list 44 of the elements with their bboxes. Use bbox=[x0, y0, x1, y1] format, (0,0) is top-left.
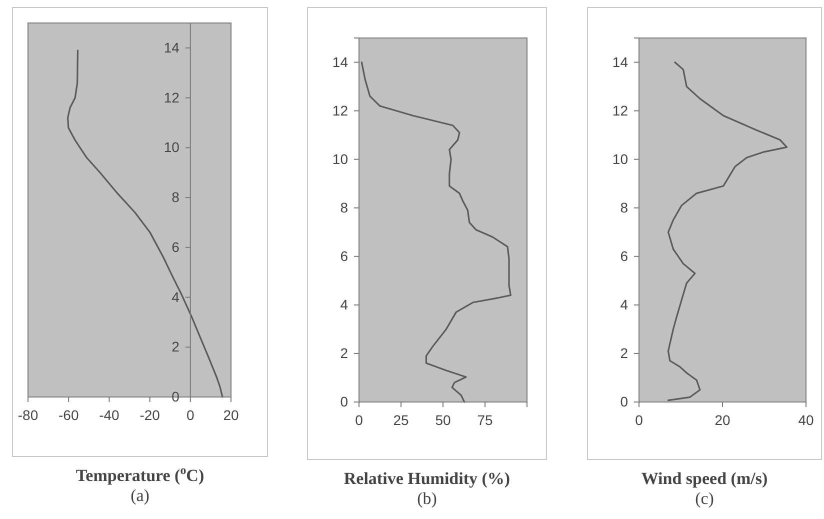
y-tick-label: 12 bbox=[164, 89, 180, 106]
y-tick-label: 2 bbox=[620, 344, 628, 361]
y-tick-label: 12 bbox=[612, 102, 628, 118]
y-tick-label: 6 bbox=[620, 248, 628, 264]
y-tick-label: 10 bbox=[612, 150, 628, 167]
text: (b) bbox=[417, 489, 437, 508]
y-tick-label: 10 bbox=[332, 150, 348, 167]
y-tick-label: 10 bbox=[164, 139, 180, 156]
x-tick-label: -20 bbox=[140, 406, 160, 423]
y-tick-label: 8 bbox=[340, 199, 348, 216]
text: (c) bbox=[695, 489, 714, 508]
x-axis-title: Wind speed (m/s) bbox=[641, 469, 768, 488]
text: (a) bbox=[130, 486, 150, 505]
y-tick-label: 2 bbox=[340, 344, 348, 361]
x-tick-label: -80 bbox=[18, 406, 38, 423]
x-tick-label: 20 bbox=[714, 412, 730, 428]
x-tick-label: -40 bbox=[99, 406, 120, 423]
y-tick-label: 4 bbox=[620, 296, 628, 312]
x-tick-label: 50 bbox=[435, 412, 451, 428]
x-tick-label: 75 bbox=[477, 412, 493, 428]
x-tick-label: -60 bbox=[58, 406, 79, 423]
x-tick-label: 40 bbox=[798, 412, 814, 428]
x-tick-label: 0 bbox=[635, 412, 644, 428]
x-tick-label: 20 bbox=[223, 406, 239, 423]
y-tick-label: 14 bbox=[164, 39, 180, 56]
y-tick-label: 4 bbox=[172, 288, 180, 305]
y-tick-label: 14 bbox=[332, 54, 348, 70]
y-tick-label: 14 bbox=[612, 54, 628, 70]
y-tick-label: 0 bbox=[340, 393, 348, 410]
y-tick-label: 6 bbox=[340, 248, 348, 264]
line-series bbox=[360, 61, 512, 403]
x-axis-title: Temperature ($^{o}$C) bbox=[76, 463, 204, 485]
y-tick-label: 12 bbox=[332, 102, 348, 118]
x-tick-label: 25 bbox=[393, 412, 409, 428]
y-tick-label: 4 bbox=[340, 296, 348, 312]
y-tick-label: 6 bbox=[172, 238, 180, 255]
x-tick-label: 0 bbox=[186, 406, 194, 423]
y-tick-label: 2 bbox=[172, 338, 180, 355]
y-tick-label: 0 bbox=[620, 393, 628, 410]
x-tick-label: 0 bbox=[355, 412, 364, 428]
line-series bbox=[667, 61, 788, 402]
x-axis-title: Relative Humidity (%) bbox=[344, 469, 510, 488]
y-tick-label: 8 bbox=[620, 199, 628, 216]
y-tick-label: 8 bbox=[172, 189, 180, 206]
